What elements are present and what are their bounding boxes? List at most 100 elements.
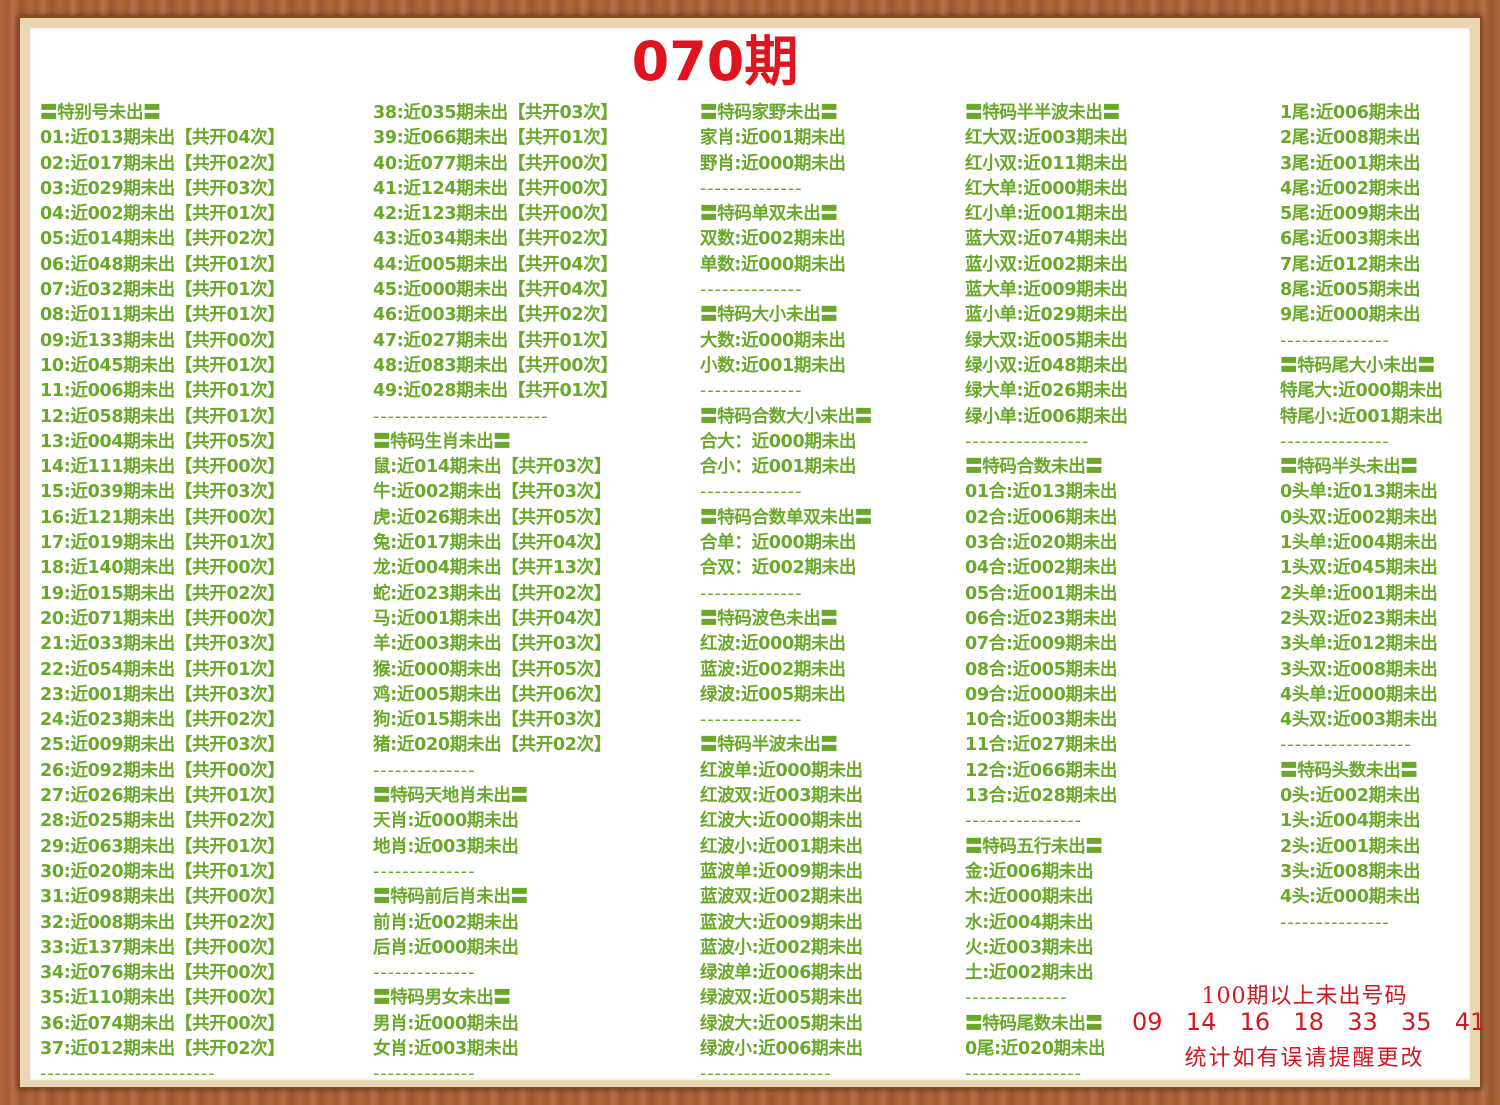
section-header: 〓特码前后肖未出〓	[373, 887, 528, 908]
list-item: 红大双:近003期未出	[965, 128, 1128, 149]
column-parity-size-wave: 〓特码家野未出〓 家肖:近001期未出 野肖:近000期未出 ------------…	[700, 101, 872, 1088]
list-item: 40:近077期未出【共开00次】	[373, 153, 618, 174]
list-item: 38:近035期未出【共开03次】	[373, 103, 618, 123]
list-item: 前肖:近002期未出	[373, 912, 519, 933]
list-item: 水:近004期未出	[965, 912, 1094, 933]
divider: --------------	[700, 710, 803, 731]
list-item: 羊:近003期未出【共开03次】	[373, 634, 612, 655]
list-item: 17:近019期未出【共开01次】	[40, 533, 285, 554]
list-item: 合双：近002期未出	[700, 558, 857, 579]
divider: ---------------	[1280, 431, 1390, 452]
list-item: 01:近013期未出【共开04次】	[40, 128, 285, 149]
list-item: 3头双:近008期未出	[1280, 659, 1438, 680]
list-item: 30:近020期未出【共开01次】	[40, 861, 285, 882]
divider: --------------	[373, 963, 476, 984]
list-item: 41:近124期未出【共开00次】	[373, 178, 618, 199]
list-item: 04合:近002期未出	[965, 558, 1118, 579]
list-item: 2头双:近023期未出	[1280, 608, 1438, 629]
list-item: 小数:近001期未出	[700, 355, 846, 376]
section-header: 〓特码半头未出〓	[1280, 457, 1418, 478]
divider: -----------------	[965, 431, 1090, 452]
list-item: 11合:近027期未出	[965, 735, 1118, 756]
list-item: 18:近140期未出【共开00次】	[40, 558, 285, 579]
list-item: 02:近017期未出【共开02次】	[40, 153, 285, 174]
section-header: 〓特码半波未出〓	[700, 735, 838, 756]
list-item: 6尾:近003期未出	[1280, 229, 1421, 250]
list-item: 39:近066期未出【共开01次】	[373, 128, 618, 149]
divider: ------------------------	[40, 1064, 216, 1085]
list-item: 1头双:近045期未出	[1280, 558, 1438, 579]
list-item: 3头单:近012期未出	[1280, 634, 1438, 655]
list-item: 蓝波双:近002期未出	[700, 887, 863, 908]
section-header: 〓特码半半波未出〓	[965, 103, 1120, 123]
list-item: 鼠:近014期未出【共开03次】	[373, 457, 612, 478]
section-header: 〓特码单双未出〓	[700, 204, 838, 225]
list-item: 14:近111期未出【共开00次】	[40, 457, 285, 478]
list-item: 24:近023期未出【共开02次】	[40, 710, 285, 731]
list-item: 12合:近066期未出	[965, 760, 1118, 781]
list-item: 37:近012期未出【共开02次】	[40, 1038, 285, 1059]
list-item: 合大：近000期未出	[700, 431, 857, 452]
list-item: 家肖:近001期未出	[700, 128, 846, 149]
section-header: 〓特码头数未出〓	[1280, 760, 1418, 781]
list-item: 09合:近000期未出	[965, 684, 1118, 705]
list-item: 06合:近023期未出	[965, 608, 1118, 629]
divider: ------------------	[700, 1064, 832, 1085]
section-header: 〓特码生肖未出〓	[373, 431, 511, 452]
list-item: 1头单:近004期未出	[1280, 533, 1438, 554]
list-item: 绿波:近005期未出	[700, 684, 846, 705]
list-item: 43:近034期未出【共开02次】	[373, 229, 618, 250]
section-header: 〓特码天地肖未出〓	[373, 786, 528, 807]
list-item: 合小：近001期未出	[700, 457, 857, 478]
list-item: 红大单:近000期未出	[965, 178, 1128, 199]
list-item: 12:近058期未出【共开01次】	[40, 406, 285, 427]
list-item: 5尾:近009期未出	[1280, 204, 1421, 225]
list-item: 19:近015期未出【共开02次】	[40, 583, 285, 604]
list-item: 06:近048期未出【共开01次】	[40, 254, 285, 275]
list-item: 绿大双:近005期未出	[965, 330, 1128, 351]
list-item: 23:近001期未出【共开03次】	[40, 684, 285, 705]
list-item: 45:近000期未出【共开04次】	[373, 280, 618, 301]
list-item: 蓝小单:近029期未出	[965, 305, 1128, 326]
list-item: 03:近029期未出【共开03次】	[40, 178, 285, 199]
list-item: 13合:近028期未出	[965, 786, 1118, 807]
note-over-100-title: 100期以上未出号码	[1201, 984, 1408, 1009]
list-item: 09:近133期未出【共开00次】	[40, 330, 285, 351]
divider: ----------------	[965, 1064, 1083, 1085]
list-item: 0尾:近020期未出	[965, 1038, 1106, 1059]
list-item: 4头:近000期未出	[1280, 887, 1421, 908]
divider: --------------	[373, 760, 476, 781]
list-item: 01合:近013期未出	[965, 482, 1118, 503]
list-item: 后肖:近000期未出	[373, 937, 519, 958]
list-item: 05合:近001期未出	[965, 583, 1118, 604]
list-item: 女肖:近003期未出	[373, 1038, 519, 1059]
list-item: 05:近014期未出【共开02次】	[40, 229, 285, 250]
list-item: 49:近028期未出【共开01次】	[373, 381, 618, 402]
list-item: 32:近008期未出【共开02次】	[40, 912, 285, 933]
section-header: 〓特码波色未出〓	[700, 608, 838, 629]
divider: --------------	[373, 1064, 476, 1085]
list-item: 27:近026期未出【共开01次】	[40, 786, 285, 807]
list-item: 野肖:近000期未出	[700, 153, 846, 174]
list-item: 08:近011期未出【共开01次】	[40, 305, 285, 326]
list-item: 04:近002期未出【共开01次】	[40, 204, 285, 225]
list-item: 36:近074期未出【共开00次】	[40, 1013, 285, 1034]
list-item: 鸡:近005期未出【共开06次】	[373, 684, 612, 705]
column-halfwave-sum-elements: 〓特码半半波未出〓 红大双:近003期未出 红小双:近011期未出 红大单:近000期…	[965, 101, 1128, 1088]
list-item: 4头单:近000期未出	[1280, 684, 1438, 705]
list-item: 火:近003期未出	[965, 937, 1094, 958]
list-item: 4头双:近003期未出	[1280, 710, 1438, 731]
list-item: 1头:近004期未出	[1280, 811, 1421, 832]
list-item: 绿小单:近006期未出	[965, 406, 1128, 427]
list-item: 猪:近020期未出【共开02次】	[373, 735, 612, 756]
section-header: 〓特码大小未出〓	[700, 305, 838, 326]
list-item: 牛:近002期未出【共开03次】	[373, 482, 612, 503]
divider: ---------------	[1280, 912, 1390, 933]
list-item: 08合:近005期未出	[965, 659, 1118, 680]
list-item: 绿波单:近006期未出	[700, 963, 863, 984]
divider: --------------	[373, 861, 476, 882]
list-item: 03合:近020期未出	[965, 533, 1118, 554]
list-item: 15:近039期未出【共开03次】	[40, 482, 285, 503]
note-over-100-numbers: 09 14 16 18 33 35 41 42	[1132, 1008, 1500, 1036]
divider: ----------------	[965, 811, 1083, 832]
